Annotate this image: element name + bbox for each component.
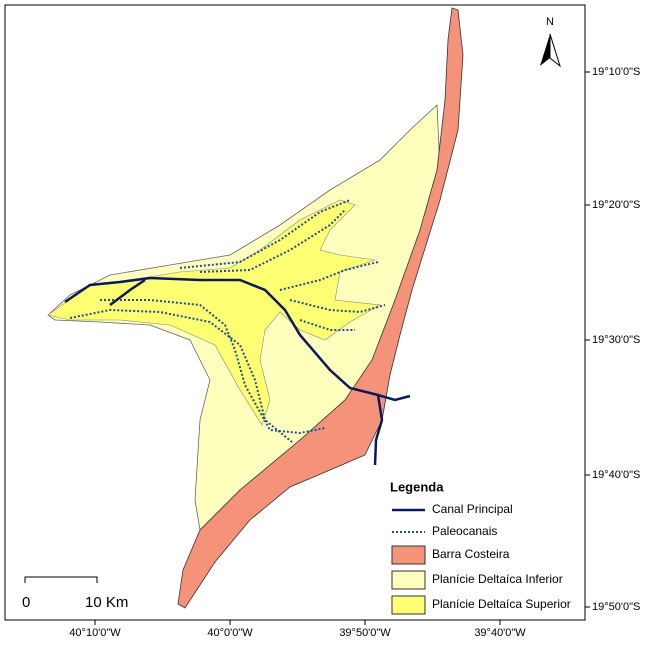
latitude-labels: 19°10'0"S 19°20'0"S 19°30'0"S 19°40'0"S … [585, 66, 640, 613]
longitude-labels: 40°10'0"W 40°0'0"W 39°50'0"W 39°40'0"W [69, 620, 526, 639]
legend-title: Legenda [390, 479, 444, 494]
canal-principal [64, 276, 411, 466]
lon-label: 40°10'0"W [69, 627, 121, 639]
legend-label: Barra Costeira [432, 547, 510, 561]
north-arrow: N [540, 16, 561, 68]
legend-swatch [391, 570, 426, 590]
north-label: N [546, 16, 554, 28]
barra-costeira [177, 7, 464, 609]
lat-label: 19°30'0"S [592, 334, 640, 346]
lat-label: 19°40'0"S [592, 469, 640, 481]
legend-label: Planície Deltaíca Superior [432, 597, 571, 611]
lat-label: 19°10'0"S [592, 66, 640, 78]
lon-label: 39°50'0"W [339, 627, 391, 639]
lat-label: 19°20'0"S [592, 199, 640, 211]
legend-label: Paleocanais [432, 524, 497, 538]
lat-label: 19°50'0"S [592, 601, 640, 613]
scale-bar: 0 10 Km [22, 576, 128, 611]
scale-end: 10 Km [85, 594, 128, 611]
legend: Legenda Canal Principal Paleocanais Barr… [390, 479, 571, 615]
legend-label: Canal Principal [432, 502, 513, 516]
legend-swatch [391, 595, 426, 615]
scale-start: 0 [22, 594, 30, 611]
paleocanais [69, 199, 386, 443]
lon-label: 39°40'0"W [474, 627, 526, 639]
legend-swatch [391, 545, 426, 565]
legend-label: Planície Deltaíca Inferior [432, 572, 563, 586]
lon-label: 40°0'0"W [207, 627, 253, 639]
